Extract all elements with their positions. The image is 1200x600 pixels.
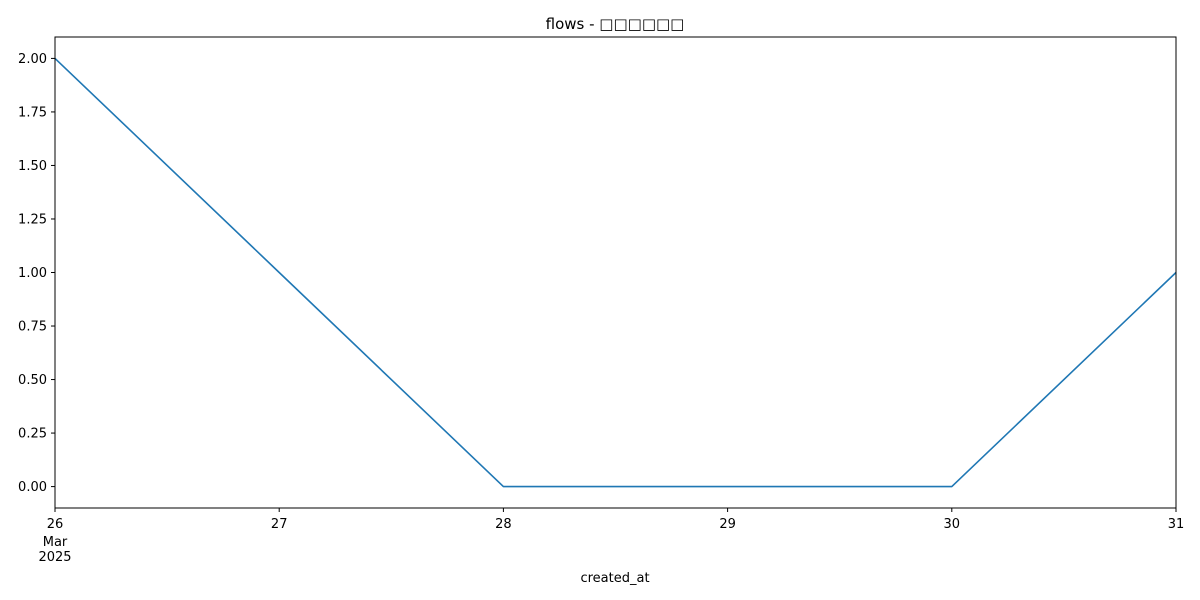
series-line-0 <box>54 57 1177 488</box>
y-tick-label: 1.75 <box>18 105 47 120</box>
y-tick-label: 0.25 <box>18 427 47 442</box>
y-tick-label: 0.00 <box>18 480 47 495</box>
y-tick-label: 0.75 <box>18 320 47 335</box>
x-year-label: 2025 <box>38 550 71 565</box>
x-tick-label: 27 <box>271 517 288 532</box>
y-tick-label: 1.00 <box>18 266 47 281</box>
y-tick-label: 2.00 <box>18 52 47 67</box>
y-tick-label: 1.50 <box>18 159 47 174</box>
x-axis-label: created_at <box>580 571 649 586</box>
x-month-label: Mar <box>43 535 68 550</box>
x-tick-label: 31 <box>1168 517 1185 532</box>
y-axis: 0.00 0.25 0.50 0.75 1.00 1.25 1.50 1.75 2.00 <box>18 52 55 495</box>
x-tick-label: 28 <box>495 517 512 532</box>
plot-frame <box>54 36 1177 509</box>
x-tick-label: 29 <box>719 517 736 532</box>
series-layer <box>54 57 1177 488</box>
y-tick-label: 0.50 <box>18 373 47 388</box>
chart-title: flows - □□□□□□ <box>546 15 685 33</box>
x-tick-label: 26 <box>47 517 64 532</box>
x-tick-label: 30 <box>944 517 961 532</box>
y-tick-label: 1.25 <box>18 212 47 227</box>
